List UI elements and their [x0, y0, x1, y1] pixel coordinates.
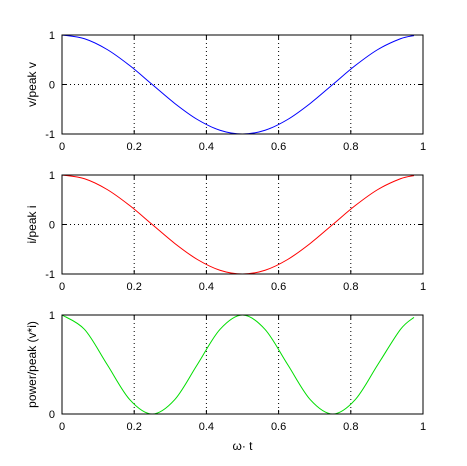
voltage-y-tick-label: -1	[45, 129, 55, 141]
power-x-tick-label: 0.8	[343, 421, 358, 433]
power-data-point	[355, 399, 356, 400]
voltage-x-tick-label: 0.4	[199, 141, 214, 153]
current-data-point	[219, 270, 220, 271]
power-x-tick-label: 0.6	[271, 421, 286, 433]
power-x-tick-label: 1	[420, 421, 426, 433]
voltage-x-tick-label: 0.8	[343, 141, 358, 153]
power-axes-box	[61, 314, 424, 415]
current-data-point	[152, 224, 153, 225]
current-data-point	[332, 224, 333, 225]
power-x-tick-label: 0.2	[127, 421, 142, 433]
power-y-axis-label: power/peak (v*i)	[25, 321, 39, 408]
voltage-y-tick-label: 0	[49, 80, 55, 92]
current-y-tick-label: 0	[49, 220, 55, 232]
current-y-tick-label: -1	[45, 269, 55, 281]
voltage-data-point	[287, 119, 288, 120]
voltage-data-point	[84, 38, 85, 39]
power-x-tick-label: 0	[59, 421, 65, 433]
power-data-point	[264, 329, 265, 330]
voltage-data-point	[107, 49, 108, 50]
voltage-data-point	[174, 103, 175, 104]
current-data-point	[129, 205, 130, 206]
voltage-axes-box	[61, 34, 424, 135]
current-y-axis-label: i/peak i	[25, 205, 39, 243]
current-data-point	[377, 189, 378, 190]
voltage-y-tick-label: 1	[49, 30, 55, 42]
voltage-data-point	[197, 119, 198, 120]
voltage-subplot: 0 0.2 0.4 0.6 0.8 1 -1 0 1 v/peak v	[25, 30, 426, 153]
power-data-point	[413, 317, 414, 318]
current-data-point	[197, 259, 198, 260]
current-data-point	[400, 178, 401, 179]
current-x-tick-label: 0.2	[127, 281, 142, 293]
current-subplot: 0 0.2 0.4 0.6 0.8 1 -1 0 1 i/peak i	[25, 170, 426, 293]
current-data-point	[107, 189, 108, 190]
power-subplot: 0 0.2 0.4 0.6 0.8 1 0 1 power/peak (v*i) ω· t	[25, 310, 426, 453]
power-plot-area	[61, 314, 424, 415]
voltage-data-point	[355, 65, 356, 66]
power-y-tick-label: 0	[49, 409, 55, 421]
power-data-point	[400, 329, 401, 330]
current-x-tick-label: 1	[420, 281, 426, 293]
power-x-tick-label: 0.4	[199, 421, 214, 433]
voltage-x-tick-label: 0.2	[127, 141, 142, 153]
current-data-point	[310, 243, 311, 244]
current-x-tick-label: 0.8	[343, 281, 358, 293]
current-x-tick-label: 0.4	[199, 281, 214, 293]
current-data-point	[84, 178, 85, 179]
current-data-point	[355, 205, 356, 206]
power-data-point	[84, 329, 85, 330]
voltage-data-point	[219, 130, 220, 131]
current-y-tick-label: 1	[49, 170, 55, 182]
voltage-x-tick-label: 0	[59, 141, 65, 153]
voltage-data-point	[377, 49, 378, 50]
power-data-point	[107, 364, 108, 365]
voltage-data-point	[129, 65, 130, 66]
current-data-point	[264, 270, 265, 271]
power-data-point	[197, 364, 198, 365]
voltage-x-tick-label: 0.6	[271, 141, 286, 153]
current-x-tick-label: 0	[59, 281, 65, 293]
voltage-data-point	[152, 84, 153, 85]
current-data-point	[287, 259, 288, 260]
power-x-axis-label: ω· t	[232, 439, 253, 453]
voltage-data-point	[264, 130, 265, 131]
voltage-data-point	[400, 38, 401, 39]
power-data-point	[219, 329, 220, 330]
voltage-data-point	[332, 84, 333, 85]
power-data-point	[310, 399, 311, 400]
current-x-tick-label: 0.6	[271, 281, 286, 293]
current-axes-box	[61, 174, 424, 275]
power-data-point	[377, 364, 378, 365]
voltage-data-point	[310, 103, 311, 104]
power-data-point	[129, 399, 130, 400]
voltage-y-axis-label: v/peak v	[25, 62, 39, 107]
current-data-point	[174, 243, 175, 244]
voltage-x-tick-label: 1	[420, 141, 426, 153]
power-data-point	[174, 399, 175, 400]
power-y-tick-label: 1	[49, 310, 55, 322]
power-data-point	[287, 364, 288, 365]
